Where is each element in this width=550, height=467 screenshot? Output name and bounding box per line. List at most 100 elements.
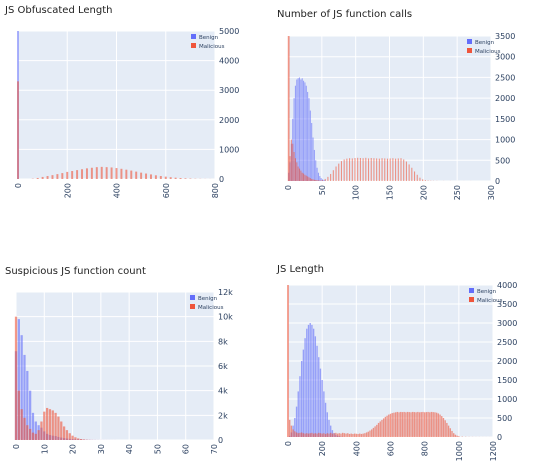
histogram-bar — [381, 158, 383, 181]
histogram-bar — [303, 173, 305, 181]
histogram-bar — [384, 416, 387, 437]
histogram-bar — [316, 345, 318, 437]
histogram-bar — [371, 429, 373, 437]
histogram-bar — [77, 438, 80, 440]
histogram-bar — [294, 158, 296, 181]
legend-label: Benign — [199, 35, 219, 41]
histogram-bar — [396, 411, 399, 437]
histogram-bar — [335, 166, 337, 181]
histogram-bar — [309, 433, 311, 437]
y-tick-label: 0 — [219, 175, 224, 184]
histogram-bar — [311, 178, 313, 181]
histogram-bar — [332, 170, 334, 181]
histogram-bar — [20, 335, 23, 440]
histogram-bar — [145, 173, 148, 179]
legend[interactable]: Benign Malicious — [469, 288, 503, 304]
y-tick-label: 1500 — [497, 376, 517, 385]
histogram-bar — [311, 324, 313, 437]
x-tick-label: 150 — [386, 185, 395, 200]
y-tick-label: 5000 — [219, 27, 239, 36]
histogram-bar — [321, 380, 323, 437]
histogram-bar — [456, 435, 458, 437]
histogram-bar — [317, 180, 319, 181]
histogram-bar — [381, 419, 383, 437]
histogram-bar — [316, 180, 318, 181]
histogram-bar — [29, 428, 32, 440]
histogram-bar — [319, 176, 321, 181]
histogram-bar — [370, 158, 372, 181]
histogram-bar — [318, 357, 320, 437]
histogram-bar — [353, 433, 356, 437]
y-tick-label: 10k — [218, 313, 233, 322]
y-tick-label: 6k — [218, 362, 228, 371]
histogram-bar — [307, 176, 309, 181]
histogram-bar — [349, 158, 351, 181]
histogram-bar — [292, 429, 294, 437]
legend[interactable]: Benign Malicious — [191, 34, 225, 50]
x-tick-label: 20 — [69, 444, 78, 454]
histogram-bar — [90, 167, 93, 179]
histogram-bar — [447, 425, 450, 437]
histogram-bar — [31, 432, 35, 440]
histogram-bar — [293, 152, 295, 181]
x-tick-label: 10 — [40, 444, 49, 454]
histogram-bar — [394, 412, 397, 437]
histogram-bar — [328, 419, 330, 437]
histogram-bar — [386, 415, 388, 437]
histogram-bar — [74, 437, 77, 440]
histogram-bar — [100, 166, 103, 179]
y-tick-label: 3500 — [495, 32, 515, 41]
histogram-bar — [301, 172, 303, 181]
histogram-bar — [418, 412, 421, 437]
histogram-bar — [435, 412, 438, 437]
y-tick-label: 0 — [218, 436, 223, 445]
legend-swatch — [190, 304, 195, 309]
legend-label: Malicious — [198, 305, 224, 311]
histogram-bar — [120, 168, 123, 179]
y-tick-label: 2k — [218, 411, 228, 420]
histogram-bar — [179, 178, 182, 179]
histogram-bar — [312, 179, 314, 181]
histogram-bar — [29, 390, 32, 440]
histogram-bar — [115, 168, 118, 179]
histogram-bar-peak — [287, 285, 289, 437]
histogram-bar — [289, 156, 291, 181]
histogram-bar — [352, 433, 354, 437]
histogram-bar — [359, 433, 361, 437]
histogram-bar — [364, 433, 366, 437]
histogram-bar — [395, 158, 397, 181]
histogram-bar — [81, 169, 84, 179]
histogram-bar — [323, 433, 325, 437]
histogram-bar — [336, 433, 339, 437]
histogram-bar — [297, 391, 299, 437]
histogram-bar — [323, 179, 325, 181]
histogram-bar — [34, 433, 37, 440]
histogram-bar — [403, 159, 405, 181]
histogram-bar — [71, 171, 74, 179]
histogram-bar — [348, 433, 351, 437]
x-tick-label: 300 — [487, 185, 496, 200]
legend[interactable]: Benign Malicious — [190, 295, 224, 311]
histogram-bar — [382, 418, 385, 437]
legend[interactable]: Benign Malicious — [467, 39, 501, 55]
series-malicious — [14, 316, 117, 440]
histogram-bar — [389, 413, 392, 437]
histogram-bar — [307, 324, 310, 437]
histogram-bar — [412, 411, 414, 437]
histogram-bar — [355, 433, 358, 437]
histogram-bar — [321, 180, 324, 181]
histogram-bar — [417, 411, 419, 437]
histogram-bar — [338, 163, 340, 181]
histogram-bar — [313, 149, 315, 181]
histogram-bar — [14, 316, 18, 440]
x-tick-label: 250 — [453, 185, 462, 200]
histogram-bar — [442, 418, 445, 437]
histogram-bar — [372, 427, 375, 437]
histogram-bar — [159, 176, 162, 179]
histogram-bar — [441, 416, 443, 437]
legend-swatch — [469, 297, 474, 302]
histogram-bar — [386, 158, 389, 181]
histogram-bar — [300, 79, 302, 181]
y-tick-label: 2000 — [495, 94, 515, 103]
histogram-bar — [51, 410, 54, 440]
